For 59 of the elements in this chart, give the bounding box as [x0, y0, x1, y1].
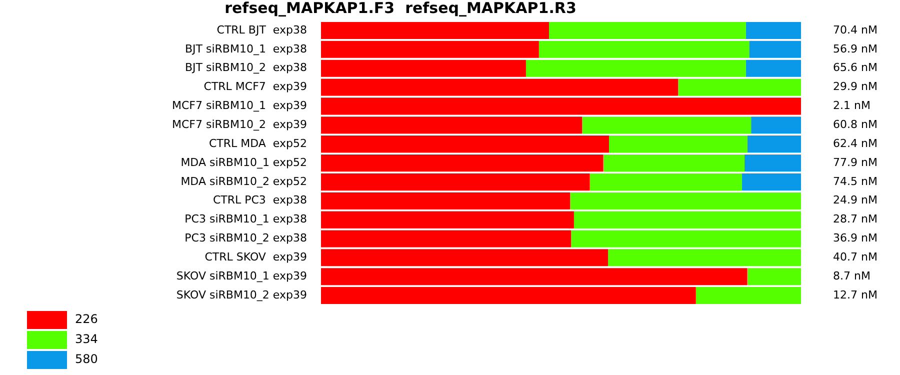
bar	[747, 268, 801, 286]
y-tick-label: MDA siRBM10_2 exp52	[180, 174, 307, 188]
y-tick-label: SKOV siRBM10_1 exp39	[176, 269, 307, 282]
bar	[321, 116, 582, 134]
bar	[321, 287, 696, 304]
bar	[321, 192, 570, 210]
bar	[570, 192, 801, 210]
y-tick-label: CTRL MDA exp52	[208, 136, 307, 150]
bar	[751, 116, 801, 134]
text: 62.4 nM	[833, 136, 878, 150]
bar	[746, 60, 801, 77]
y-tick-label: MCF7 siRBM10_1 exp39	[172, 99, 307, 112]
text: 28.7 nM	[833, 212, 878, 226]
text: 36.9 nM	[833, 232, 878, 245]
bar	[747, 136, 801, 153]
bar	[749, 40, 801, 58]
legend-label: 226	[75, 312, 98, 326]
bar	[321, 268, 748, 286]
bar	[603, 154, 744, 172]
chart-title: refseq_MAPKAP1.F3 refseq_MAPKAP1.R3	[224, 0, 576, 17]
text: 8.7 nM	[833, 269, 870, 282]
bar	[582, 116, 752, 134]
bar	[538, 40, 750, 58]
bar	[321, 22, 549, 39]
text: 74.5 nM	[833, 174, 878, 188]
y-tick-label: CTRL MCF7 exp39	[204, 80, 307, 94]
y-tick-label: BJT siRBM10_2 exp38	[184, 61, 307, 74]
bar	[321, 40, 539, 58]
text: 2.1 nM	[833, 99, 870, 112]
bar	[744, 154, 801, 172]
y-tick-label: PC3 siRBM10_1 exp38	[184, 212, 307, 226]
bar	[746, 22, 801, 39]
text: 70.4 nM	[833, 23, 878, 36]
legend-label: 334	[75, 332, 98, 346]
y-tick-label: PC3 siRBM10_2 exp38	[184, 232, 307, 245]
bar	[321, 136, 609, 153]
bar	[321, 173, 590, 190]
text: 29.9 nM	[833, 80, 878, 94]
y-tick-label: SKOV siRBM10_2 exp39	[176, 288, 307, 302]
y-tick-label: CTRL BJT exp38	[216, 23, 307, 36]
text: 12.7 nM	[833, 288, 878, 302]
y-tick-label: MCF7 siRBM10_2 exp39	[172, 118, 307, 131]
y-tick-label: MDA siRBM10_1 exp52	[180, 156, 307, 169]
text: 77.9 nM	[833, 156, 878, 169]
bar	[609, 136, 748, 153]
text: 56.9 nM	[833, 42, 878, 56]
legend-label: 580	[75, 352, 98, 366]
bar	[549, 22, 746, 39]
bar	[742, 173, 801, 190]
text: 40.7 nM	[833, 250, 878, 264]
y-tick-label: CTRL PC3 exp38	[212, 194, 307, 207]
bar	[696, 287, 801, 304]
bar	[590, 173, 742, 190]
y-tick-label: BJT siRBM10_1 exp38	[184, 42, 307, 56]
text: 24.9 nM	[833, 194, 878, 207]
y-tick-label: CTRL SKOV exp39	[204, 250, 307, 264]
bar	[321, 154, 604, 172]
text: 65.6 nM	[833, 61, 878, 74]
text: 60.8 nM	[833, 118, 878, 131]
